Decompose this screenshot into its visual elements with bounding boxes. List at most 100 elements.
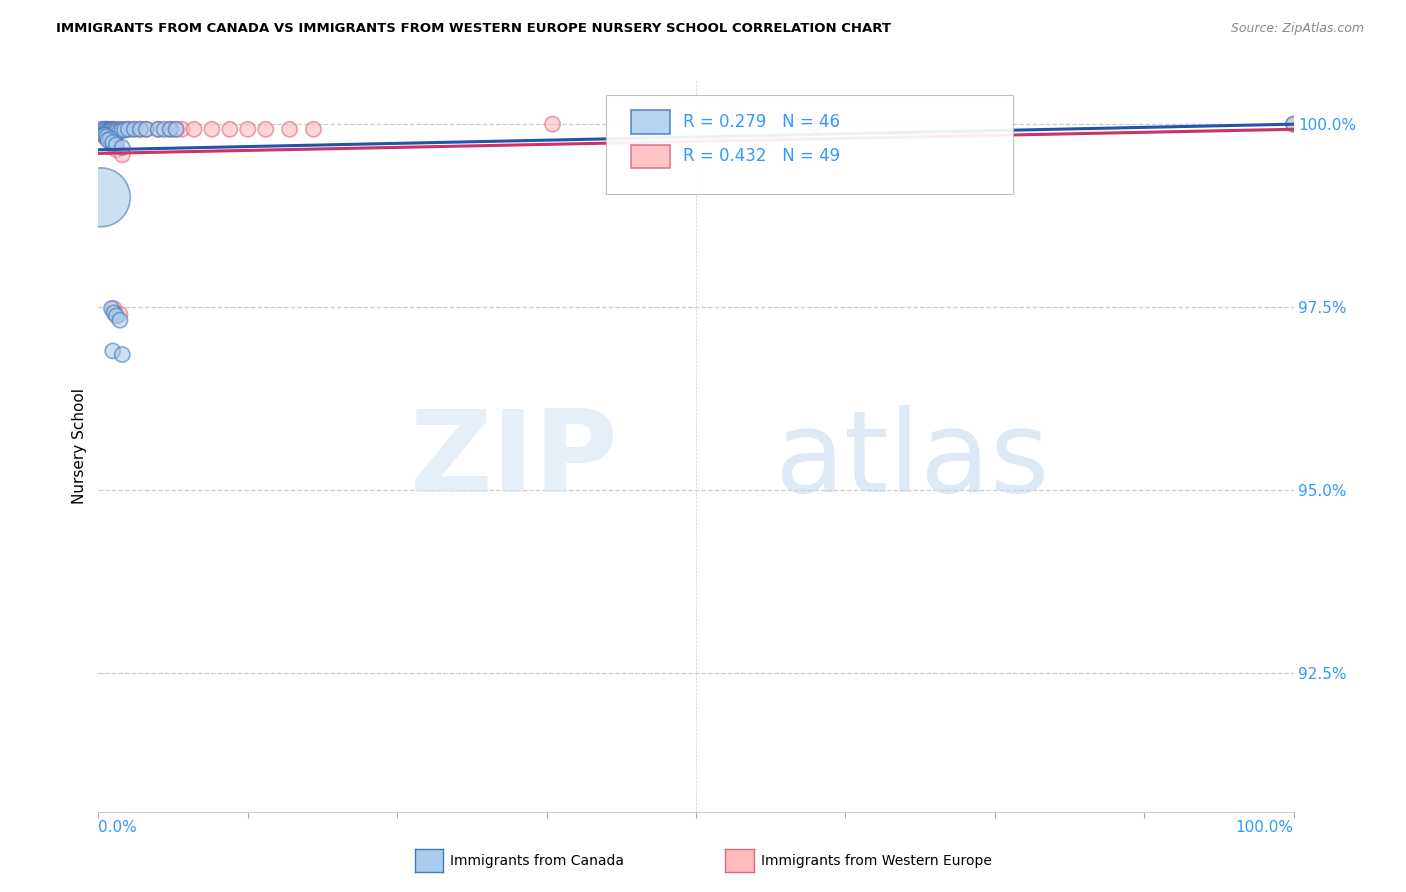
Point (97, 124, 120, 138)
Point (111, 348, 134, 362)
Point (124, 122, 146, 136)
Point (107, 122, 129, 136)
Point (107, 124, 129, 138)
Point (236, 122, 259, 136)
Point (98, 123, 122, 137)
Point (103, 306, 125, 320)
Text: R = 0.432   N = 49: R = 0.432 N = 49 (683, 147, 839, 165)
Point (111, 140, 134, 154)
Point (111, 122, 134, 136)
Text: R = 0.279   N = 46: R = 0.279 N = 46 (683, 113, 839, 131)
Text: atlas: atlas (773, 405, 1049, 516)
Text: Source: ZipAtlas.com: Source: ZipAtlas.com (1230, 22, 1364, 36)
Point (93, 123, 115, 137)
Point (101, 122, 124, 136)
Point (93, 128, 115, 143)
Point (117, 122, 139, 136)
Point (153, 122, 176, 136)
Point (91, 124, 114, 138)
Text: Immigrants from Western Europe: Immigrants from Western Europe (761, 854, 991, 868)
FancyBboxPatch shape (606, 95, 1012, 194)
Point (1282, 117, 1305, 131)
Point (124, 122, 146, 136)
Point (114, 122, 136, 136)
Y-axis label: Nursery School: Nursery School (72, 388, 87, 504)
Point (100, 122, 122, 136)
Point (96, 123, 118, 137)
Point (165, 122, 187, 136)
Text: IMMIGRANTS FROM CANADA VS IMMIGRANTS FROM WESTERN EUROPE NURSERY SCHOOL CORRELAT: IMMIGRANTS FROM CANADA VS IMMIGRANTS FRO… (56, 22, 891, 36)
Point (804, 117, 827, 131)
Point (111, 148, 134, 162)
Point (105, 123, 128, 137)
Point (135, 122, 157, 136)
Point (103, 124, 125, 138)
Point (103, 122, 125, 136)
Point (172, 122, 194, 136)
Text: 0.0%: 0.0% (98, 821, 138, 836)
Point (105, 143, 128, 157)
Point (302, 122, 325, 136)
Point (101, 123, 124, 137)
Point (105, 309, 128, 323)
Text: ZIP: ZIP (409, 405, 619, 516)
FancyBboxPatch shape (631, 145, 669, 168)
Point (148, 122, 170, 136)
Point (90, 190, 112, 204)
Point (96, 125, 118, 139)
Point (98, 126, 122, 140)
Point (96, 132, 118, 146)
Point (101, 343, 124, 358)
Point (104, 124, 127, 138)
Point (94, 122, 117, 136)
Point (135, 122, 157, 136)
Point (105, 137, 128, 152)
Point (91, 122, 114, 136)
Point (165, 122, 187, 136)
Text: Immigrants from Canada: Immigrants from Canada (450, 854, 624, 868)
Point (94, 125, 117, 139)
Point (1282, 117, 1305, 131)
Point (103, 301, 125, 316)
Point (159, 122, 181, 136)
Point (108, 307, 131, 321)
Point (129, 122, 152, 136)
Point (104, 122, 127, 136)
Point (98, 136, 122, 150)
Point (98, 132, 122, 146)
Point (98, 127, 121, 141)
Point (93, 129, 115, 144)
Point (111, 123, 134, 137)
Point (183, 122, 205, 136)
Point (97, 133, 120, 147)
Point (159, 122, 181, 136)
Point (117, 122, 139, 136)
Point (114, 123, 136, 137)
Point (108, 313, 131, 327)
Point (100, 126, 122, 140)
Point (93, 122, 115, 136)
Point (101, 136, 124, 150)
Point (108, 122, 131, 136)
Point (278, 122, 301, 136)
Point (100, 301, 122, 316)
Point (254, 122, 277, 136)
FancyBboxPatch shape (631, 111, 669, 134)
Point (98, 122, 122, 136)
Point (96, 126, 118, 140)
Point (96, 122, 118, 136)
Point (98, 123, 121, 137)
Point (129, 122, 152, 136)
Point (541, 117, 564, 131)
Point (96, 129, 118, 144)
Point (98, 123, 121, 137)
Point (94, 122, 117, 136)
Point (97, 122, 120, 136)
Point (103, 139, 125, 153)
Point (637, 117, 659, 131)
Point (108, 124, 131, 138)
Text: 100.0%: 100.0% (1236, 821, 1294, 836)
Point (97, 126, 120, 140)
Point (100, 123, 122, 137)
Point (91, 122, 114, 136)
